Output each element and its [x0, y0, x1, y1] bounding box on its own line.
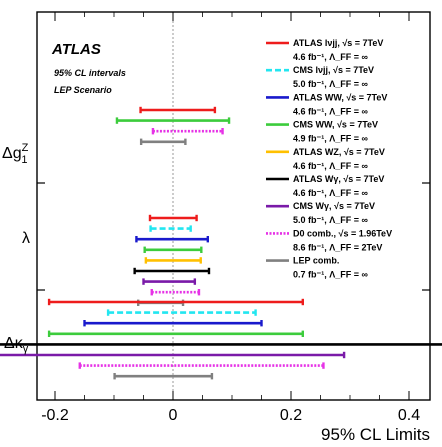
legend-series-name: CMS lνjj, √s = 7TeV — [293, 65, 374, 75]
x-tick-label: 0.4 — [398, 407, 420, 424]
parameter-label: Δκγ — [4, 335, 29, 355]
legend-series-name: ATLAS Wγ, √s = 7TeV — [293, 174, 384, 184]
legend-series-detail: 5.0 fb⁻¹, Λ_FF = ∞ — [293, 79, 369, 89]
experiment-label: ATLAS — [51, 41, 101, 58]
parameter-label-sub: 1 — [21, 154, 27, 166]
legend: ATLAS lνjj, √s = 7TeV 4.6 fb⁻¹, Λ_FF = ∞ C… — [266, 38, 392, 280]
note-lep-scenario: LEP Scenario — [54, 85, 112, 95]
parameter-label-sub: γ — [23, 343, 29, 355]
legend-series-name: LEP comb. — [293, 256, 339, 266]
note-cl-intervals: 95% CL intervals — [54, 68, 126, 78]
parameter-label-main: Δg — [2, 145, 22, 162]
x-tick-label: -0.2 — [41, 407, 69, 424]
x-axis-title: 95% CL Limits — [321, 425, 430, 444]
parameter-label: ΔgZ 1 — [2, 142, 29, 166]
legend-series-detail: 4.6 fb⁻¹, Λ_FF = ∞ — [293, 52, 369, 62]
parameter-label-main: λ — [22, 230, 30, 247]
legend-series-detail: 4.6 fb⁻¹, Λ_FF = ∞ — [293, 161, 369, 171]
legend-series-detail: 4.6 fb⁻¹, Λ_FF = ∞ — [293, 188, 369, 198]
plot-frame — [36, 11, 431, 401]
legend-series-name: ATLAS WZ, √s = 7TeV — [293, 147, 385, 157]
parameter-label-main: Δκ — [4, 335, 24, 352]
interval-bars — [0, 106, 442, 380]
legend-series-detail: 4.9 fb⁻¹, Λ_FF = ∞ — [293, 134, 369, 144]
legend-series-name: ATLAS WW, √s = 7TeV — [293, 92, 387, 102]
legend-series-detail: 5.0 fb⁻¹, Λ_FF = ∞ — [293, 215, 369, 225]
parameter-label: λ — [22, 230, 30, 247]
x-tick-label: 0 — [169, 407, 178, 424]
legend-series-detail: 4.6 fb⁻¹, Λ_FF = ∞ — [293, 106, 369, 116]
legend-series-name: CMS Wγ, √s = 7TeV — [293, 201, 375, 211]
legend-series-name: CMS WW, √s = 7TeV — [293, 120, 378, 130]
legend-series-name: D0 comb., √s = 1.96TeV — [293, 228, 392, 238]
group-separators — [37, 182, 430, 291]
parameter-labels: ΔgZ 1 λ Δκγ — [2, 142, 30, 355]
legend-series-detail: 0.7 fb⁻¹, Λ_FF = ∞ — [293, 270, 369, 280]
legend-series-detail: 8.6 fb⁻¹, Λ_FF = 2TeV — [293, 242, 382, 252]
x-axis-ticks: -0.4-0.200.20.40.60.8 — [41, 12, 420, 424]
parameter-label-sup: Z — [22, 142, 29, 154]
x-tick-label: 0.2 — [280, 407, 302, 424]
legend-series-name: ATLAS lνjj, √s = 7TeV — [293, 38, 383, 48]
